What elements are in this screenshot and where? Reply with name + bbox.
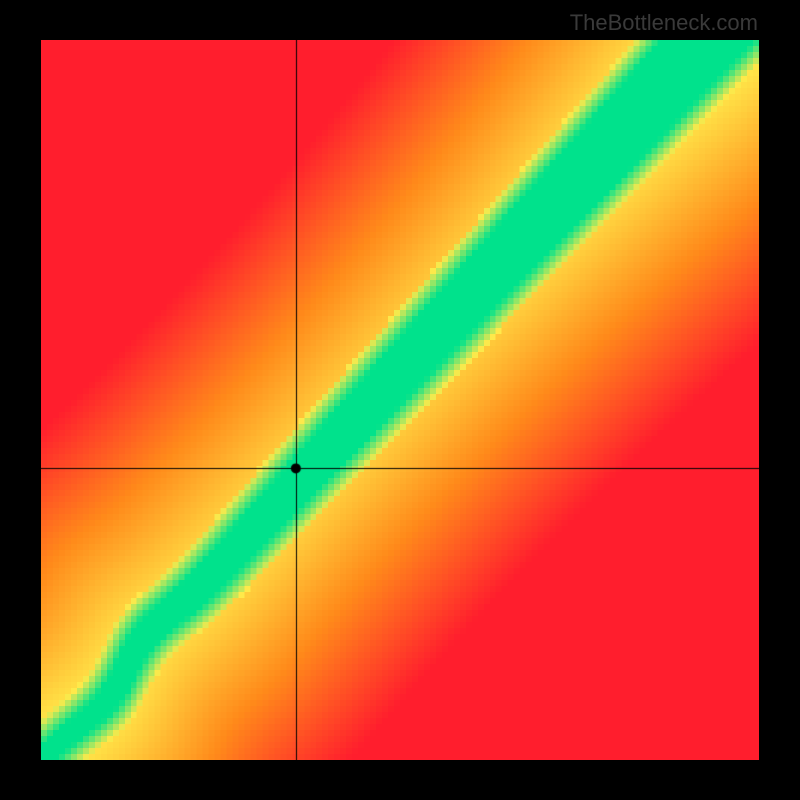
chart-container: TheBottleneck.com <box>0 0 800 800</box>
bottleneck-heatmap <box>41 40 759 760</box>
watermark-text: TheBottleneck.com <box>570 10 758 36</box>
